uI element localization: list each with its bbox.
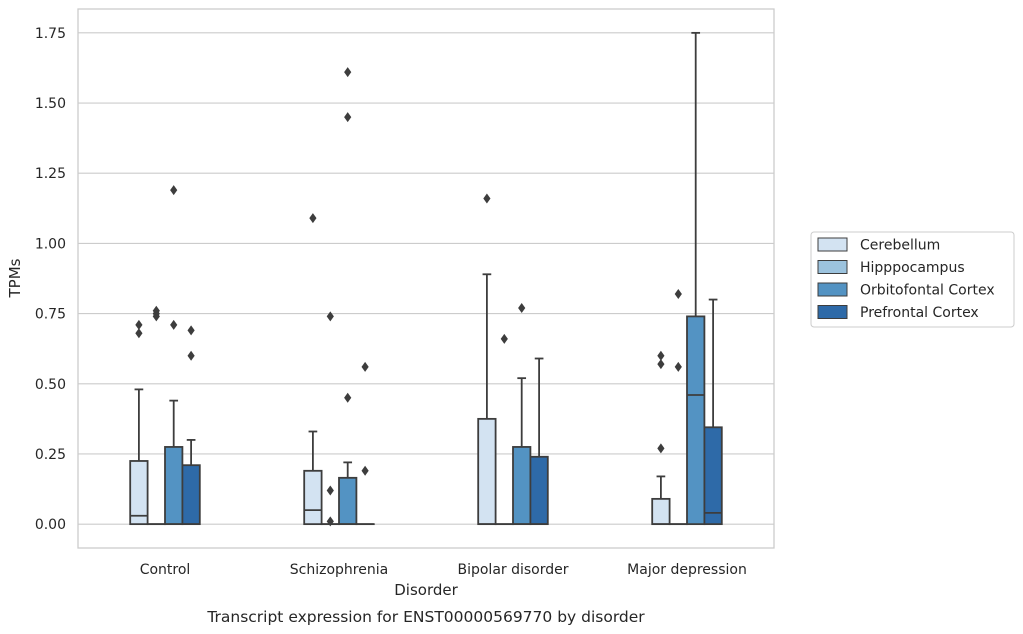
box	[477, 417, 497, 526]
x-tick-label: Major depression	[627, 562, 747, 578]
outlier-point	[170, 185, 178, 196]
outlier-point	[187, 350, 195, 361]
y-tick-label: 0.50	[35, 377, 66, 393]
box	[529, 455, 549, 526]
chart-caption: Transcript expression for ENST0000056977…	[206, 608, 645, 626]
outlier-point	[135, 319, 143, 330]
outlier-point	[344, 67, 352, 78]
x-axis-label: Disorder	[394, 581, 458, 599]
box-plot	[529, 357, 549, 526]
outlier-point	[326, 311, 334, 322]
box	[129, 460, 149, 526]
y-tick-label: 1.25	[35, 166, 66, 182]
legend-swatch	[817, 305, 848, 319]
legend-swatch	[817, 260, 848, 274]
y-tick-label: 1.50	[35, 96, 66, 112]
outlier-point	[344, 112, 352, 123]
x-tick-labels: Control Schizophrenia Bipolar disorder Majo…	[140, 562, 747, 578]
outlier-point	[135, 328, 143, 339]
box-plot	[512, 302, 532, 526]
legend-entry: Orbitofontal Cortex	[860, 283, 995, 299]
outlier-point	[152, 305, 160, 316]
outlier-point	[170, 319, 178, 330]
y-tick-labels: 0.00 0.25 0.50 0.75 1.00 1.25 1.50 1.75	[35, 26, 66, 533]
y-tick-label: 0.00	[35, 517, 66, 533]
outlier-point	[309, 213, 317, 224]
outlier-point	[500, 333, 508, 344]
outlier-point	[674, 361, 682, 372]
box-plot	[651, 350, 671, 526]
y-tick-label: 0.75	[35, 307, 66, 323]
legend-entry: Cerebellum	[860, 238, 940, 254]
y-tick-label: 1.00	[35, 236, 66, 252]
box-plot	[164, 185, 184, 526]
outlier-point	[518, 302, 526, 313]
box-plot	[129, 319, 149, 526]
box-plot	[703, 298, 723, 526]
box-plot	[355, 361, 375, 526]
box	[338, 476, 358, 526]
box-plots	[129, 31, 723, 527]
plot-area-frame	[77, 8, 775, 549]
legend-swatch	[817, 282, 848, 297]
outlier-point	[326, 485, 334, 496]
box-plot	[303, 213, 323, 526]
box	[181, 464, 201, 526]
box-plot	[338, 67, 358, 526]
box-plot	[686, 31, 706, 526]
y-tick-label: 0.25	[35, 447, 66, 463]
box	[651, 497, 671, 526]
outlier-point	[187, 325, 195, 336]
box	[303, 469, 323, 526]
box	[703, 426, 723, 526]
y-axis-label: TPMs	[6, 258, 24, 298]
outlier-point	[483, 193, 491, 204]
legend-entry: Hipppocampus	[860, 260, 965, 276]
outlier-point	[657, 443, 665, 454]
outlier-point	[344, 392, 352, 403]
outlier-point	[674, 288, 682, 299]
y-tick-label: 1.75	[35, 26, 66, 42]
x-tick-label: Schizophrenia	[290, 562, 388, 578]
box	[512, 446, 532, 526]
x-tick-label: Bipolar disorder	[457, 562, 568, 578]
legend-swatch	[817, 237, 848, 252]
outlier-point	[326, 516, 334, 527]
box-plot	[181, 325, 201, 526]
box	[686, 315, 706, 526]
legend-entry: Prefrontal Cortex	[860, 305, 979, 321]
outlier-point	[657, 359, 665, 370]
outlier-point	[361, 465, 369, 476]
x-tick-label: Control	[140, 562, 191, 578]
legend-frame	[810, 231, 1015, 328]
box	[164, 446, 184, 526]
legend: Cerebellum Hipppocampus Orbitofontal Corte…	[810, 231, 1015, 328]
outlier-point	[657, 350, 665, 361]
box-plot	[477, 193, 497, 526]
box-plot	[146, 305, 166, 526]
outlier-point	[361, 361, 369, 372]
